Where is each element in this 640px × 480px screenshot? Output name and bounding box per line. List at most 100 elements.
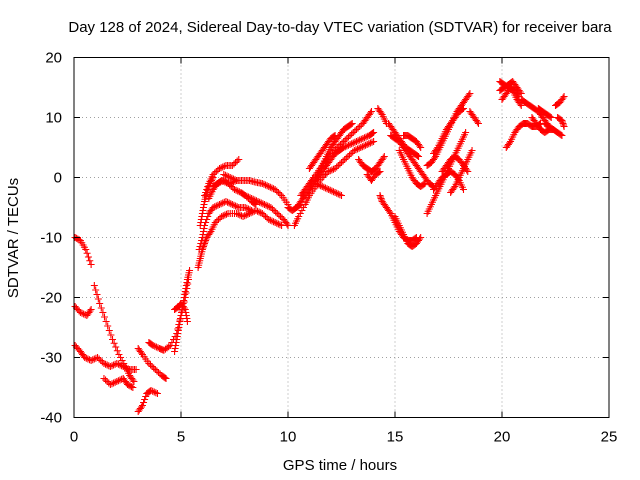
data-point — [272, 208, 280, 216]
data-point — [153, 367, 161, 375]
data-point — [352, 146, 360, 154]
data-point — [102, 318, 110, 325]
data-point — [212, 168, 220, 175]
axis-ticks: 0 5 10 15 20 25 -40 -30 -20 -10 0 10 20 — [40, 50, 617, 446]
data-point — [317, 182, 325, 190]
data-point — [257, 199, 265, 207]
series-arc44 — [498, 84, 523, 103]
series-arc29 — [376, 192, 420, 244]
data-point — [348, 120, 356, 127]
data-point — [233, 157, 241, 165]
data-point — [214, 216, 222, 223]
data-point — [117, 354, 125, 361]
data-point — [114, 360, 122, 368]
data-point — [212, 202, 220, 210]
series-arc14 — [201, 156, 243, 199]
data-point — [243, 204, 251, 212]
data-point — [239, 213, 247, 220]
data-point — [326, 186, 334, 194]
data-point — [183, 318, 191, 325]
data-point — [560, 123, 568, 130]
data-point — [86, 307, 94, 315]
data-point — [202, 189, 210, 196]
data-point — [334, 190, 342, 198]
data-point — [328, 166, 336, 174]
data-point — [505, 139, 513, 147]
data-point — [234, 187, 242, 195]
data-point — [352, 126, 360, 133]
data-point — [152, 343, 160, 351]
data-point — [312, 180, 320, 187]
data-point — [100, 313, 108, 321]
data-point — [97, 357, 105, 364]
data-point — [339, 157, 347, 165]
data-point — [89, 356, 97, 364]
data-point — [321, 184, 329, 192]
data-point — [473, 118, 481, 126]
x-axis-label: GPS time / hours — [283, 457, 397, 474]
data-point — [215, 179, 223, 187]
data-point — [115, 351, 123, 358]
data-point — [450, 184, 458, 192]
data-point — [283, 220, 291, 228]
data-point — [149, 387, 157, 395]
data-point — [330, 147, 338, 154]
data-point — [386, 208, 394, 216]
data-point — [359, 135, 367, 142]
data-point — [336, 191, 344, 199]
data-point — [228, 201, 236, 208]
data-point — [109, 336, 117, 343]
data-point — [241, 212, 249, 220]
data-point — [95, 355, 103, 363]
data-point — [344, 133, 352, 141]
data-point — [233, 210, 241, 217]
data-point — [147, 361, 155, 369]
data-point — [248, 207, 256, 214]
data-point — [226, 174, 234, 181]
data-point — [249, 195, 257, 203]
data-point — [331, 165, 339, 172]
y-tick-label: 20 — [45, 50, 62, 67]
data-point — [231, 186, 238, 193]
data-point — [262, 213, 270, 220]
data-point — [514, 91, 522, 99]
data-point — [221, 211, 229, 219]
data-point — [221, 177, 229, 185]
series-arc07 — [134, 345, 170, 382]
data-point — [265, 183, 273, 190]
data-point — [313, 180, 321, 188]
data-point — [277, 213, 285, 220]
data-point — [379, 154, 387, 162]
data-point — [106, 381, 114, 388]
y-axis-label: SDTVAR / TECUs — [5, 178, 22, 298]
data-point — [232, 159, 240, 166]
data-point — [151, 366, 159, 373]
y-tick-label: -10 — [40, 230, 62, 247]
data-point — [140, 399, 148, 406]
data-point — [94, 295, 102, 303]
data-point — [145, 360, 153, 367]
data-point — [274, 189, 282, 196]
data-point — [335, 142, 343, 150]
series-arc02 — [71, 303, 95, 319]
data-point — [132, 366, 140, 373]
data-point — [464, 168, 472, 175]
data-point — [197, 240, 205, 247]
data-point — [227, 200, 235, 208]
data-point — [260, 201, 268, 208]
data-point — [331, 132, 339, 139]
data-point — [254, 198, 262, 205]
data-point — [228, 162, 236, 169]
data-point — [362, 133, 370, 141]
data-point — [560, 93, 568, 100]
data-point — [241, 192, 249, 199]
data-point — [220, 177, 228, 184]
data-point — [326, 167, 334, 175]
data-point — [108, 362, 116, 370]
data-point — [349, 129, 357, 136]
series-arc12 — [195, 198, 256, 253]
data-point — [333, 189, 341, 197]
data-point — [90, 282, 98, 289]
data-point — [128, 383, 136, 391]
